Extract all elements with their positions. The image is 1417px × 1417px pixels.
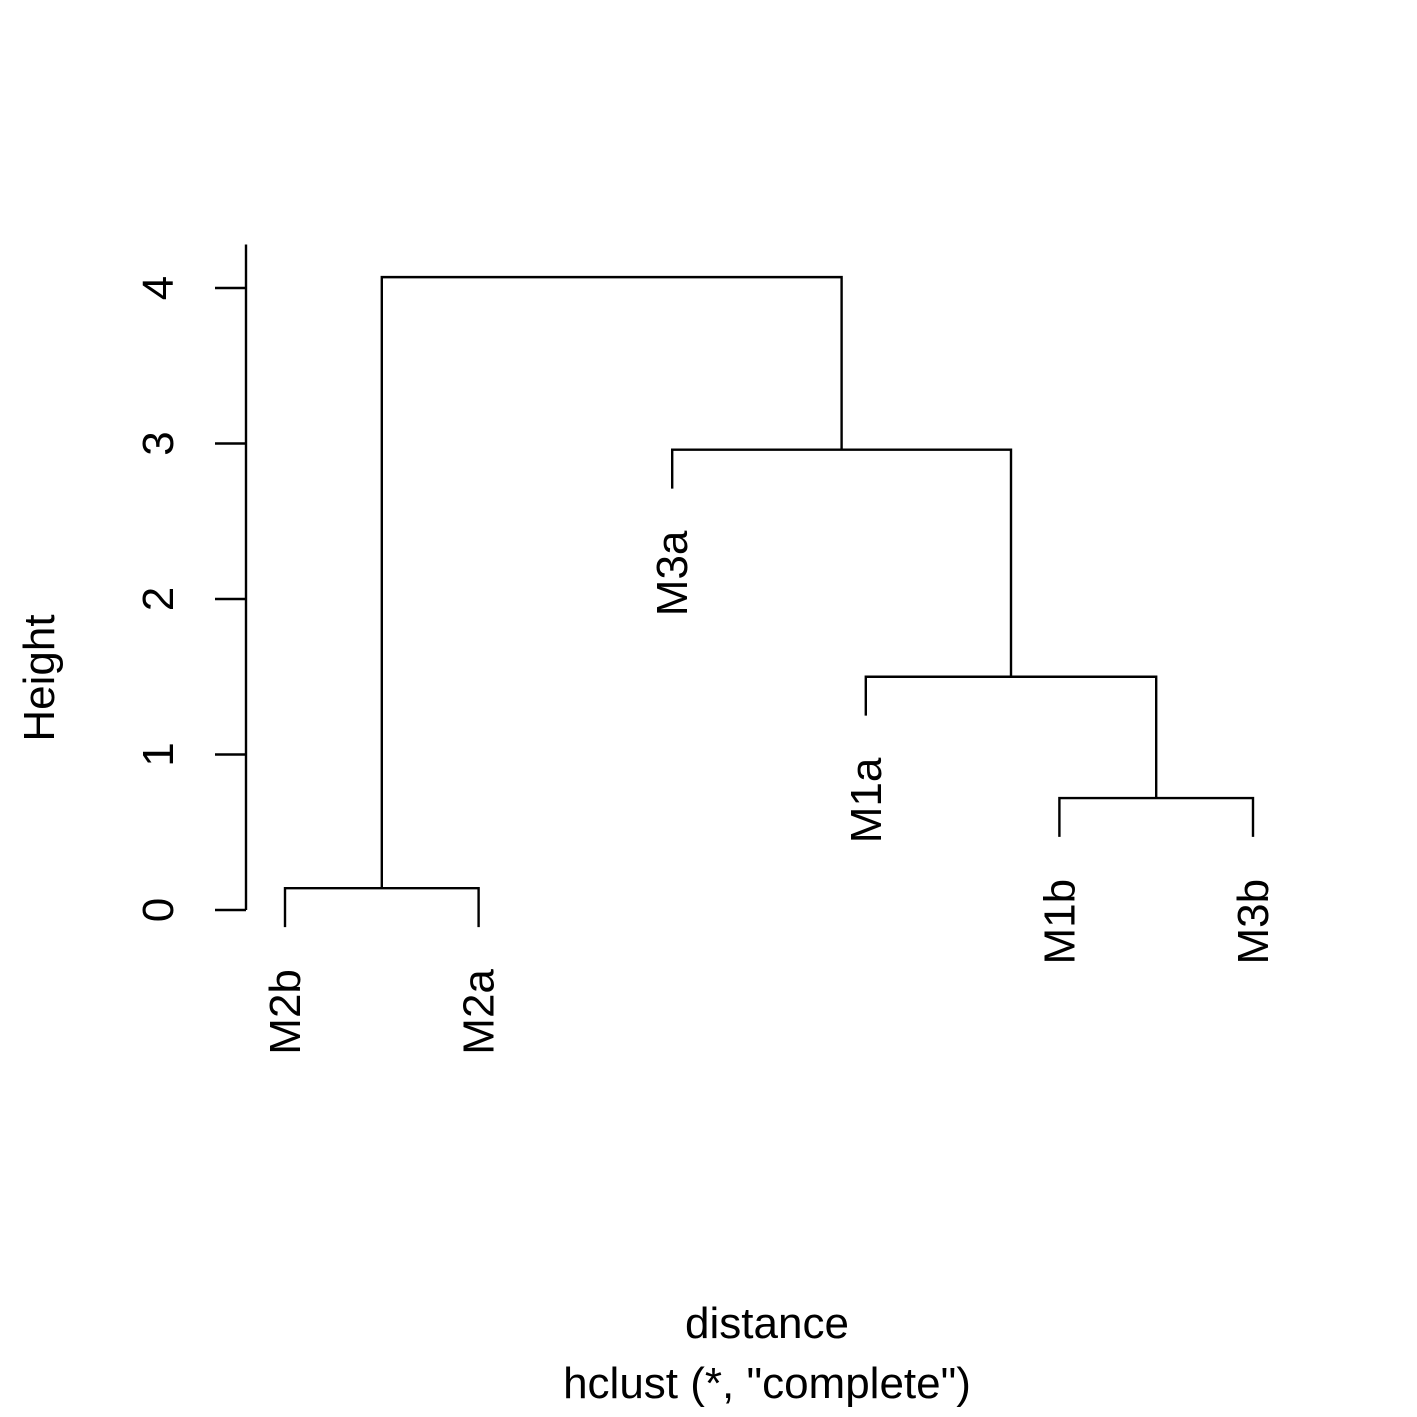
leaf-label: M1a xyxy=(842,757,891,843)
y-tick-label: 0 xyxy=(134,898,183,922)
dendrogram-branches xyxy=(283,275,1255,928)
x-axis-title: distance xyxy=(685,1299,849,1348)
leaf-labels: M2b M2a M1b M3b M1a M3a xyxy=(261,530,1278,1055)
dendrogram-branch xyxy=(671,448,1013,677)
dendrogram-branch xyxy=(283,887,480,928)
y-tick-label: 1 xyxy=(134,742,183,766)
leaf-label: M3b xyxy=(1229,879,1278,965)
leaf-label: M2a xyxy=(455,969,504,1055)
dendrogram-branch xyxy=(380,275,843,889)
leaf-label: M1b xyxy=(1035,879,1084,965)
y-axis-title: Height xyxy=(15,614,64,741)
y-tick-label: 3 xyxy=(134,431,183,455)
chart-subtitle: hclust (*, "complete") xyxy=(563,1359,971,1408)
dendrogram-branch xyxy=(1058,796,1255,837)
dendrogram-branch xyxy=(864,675,1158,799)
y-tick-label: 2 xyxy=(134,587,183,611)
y-axis: 0 1 2 3 4 xyxy=(134,244,248,922)
y-tick-label: 4 xyxy=(134,276,183,300)
leaf-label: M3a xyxy=(648,530,697,616)
leaf-label: M2b xyxy=(261,969,310,1055)
